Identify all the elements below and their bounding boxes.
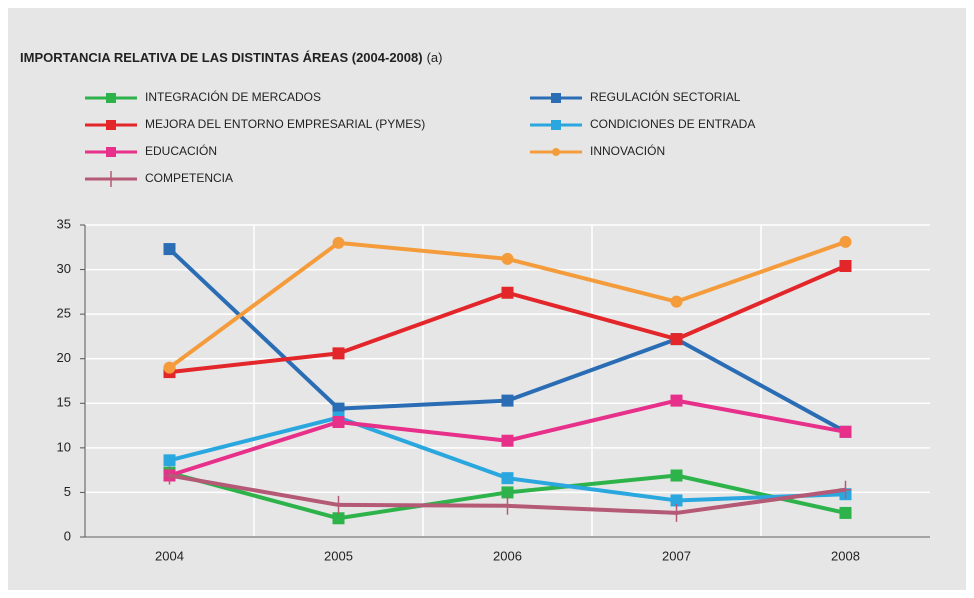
marker [839,260,852,273]
marker [670,333,683,346]
y-tick-label: 35 [57,216,71,231]
marker [501,472,514,485]
marker [332,347,345,360]
marker [501,286,514,299]
marker [163,361,176,374]
marker [332,236,345,249]
marker [839,235,852,248]
marker [332,416,345,429]
marker [839,506,852,519]
x-tick-label: 2006 [493,548,522,563]
y-tick-label: 5 [64,484,71,499]
marker [839,480,852,499]
marker [670,295,683,308]
legend-marker [551,120,561,130]
marker [163,243,176,256]
x-tick-label: 2005 [324,548,353,563]
marker [163,454,176,467]
title-main: IMPORTANCIA RELATIVA DE LAS DISTINTAS ÁR… [20,50,423,65]
y-tick-label: 0 [64,528,71,543]
chart-title: IMPORTANCIA RELATIVA DE LAS DISTINTAS ÁR… [20,50,442,65]
marker [501,486,514,499]
legend-label: COMPETENCIA [145,171,233,185]
legend-marker [552,148,560,156]
marker [670,394,683,407]
legend-marker [105,171,117,187]
marker [501,434,514,447]
legend-label: INNOVACIÓN [590,143,665,158]
legend-marker [106,147,116,157]
legend-marker [106,120,116,130]
marker [839,425,852,438]
x-tick-label: 2008 [831,548,860,563]
legend-marker [106,93,116,103]
y-tick-label: 30 [57,261,71,276]
legend-label: MEJORA DEL ENTORNO EMPRESARIAL (PYMES) [145,117,425,131]
legend-label: CONDICIONES DE ENTRADA [590,117,755,131]
marker [332,512,345,525]
x-tick-label: 2007 [662,548,691,563]
x-tick-label: 2004 [155,548,184,563]
title-note: (a) [427,50,443,65]
legend-label: REGULACIÓN SECTORIAL [590,89,741,104]
y-tick-label: 15 [57,395,71,410]
legend-marker [551,93,561,103]
y-tick-label: 20 [57,350,71,365]
y-tick-label: 10 [57,439,71,454]
marker [501,394,514,407]
marker [670,494,683,507]
marker [163,466,176,485]
legend-label: EDUCACIÓN [145,143,217,158]
marker [501,496,514,515]
marker [501,252,514,265]
y-tick-label: 25 [57,306,71,321]
legend-label: INTEGRACIÓN DE MERCADOS [145,89,321,104]
marker [670,503,683,522]
marker [332,495,345,514]
marker [670,469,683,482]
